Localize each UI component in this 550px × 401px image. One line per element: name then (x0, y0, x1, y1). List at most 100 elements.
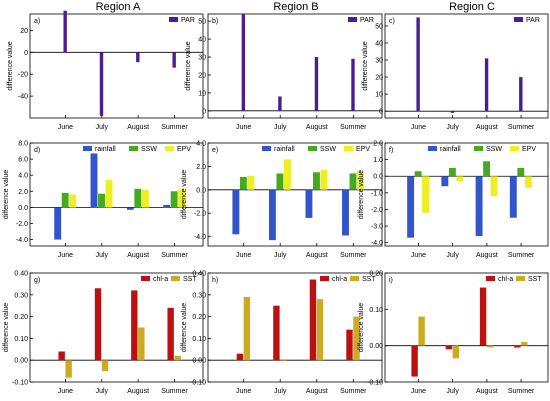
y-axis-label: difference value (362, 41, 369, 90)
category-label: August (476, 252, 498, 259)
chart-panel-f: 2.0 1.0 0.0 -1.0 -2.0 -3.0 -4.0 difference valu… (358, 141, 549, 259)
bar-EPV-Summer (178, 189, 186, 208)
bar-SSW-Summer (170, 191, 178, 208)
bar-rainfall-August (475, 176, 483, 237)
plot-frame (207, 13, 383, 119)
bar-SST-August (316, 299, 324, 361)
bar-SSW-August (313, 172, 320, 190)
bar-SST-Summer (353, 316, 360, 361)
legend-label: SSW (141, 146, 157, 153)
y-tick-label: -20 (18, 72, 28, 79)
y-tick-label: 0.20 (14, 314, 28, 321)
y-tick-label: 2.0 (373, 141, 383, 148)
bar-PAR-June (63, 10, 67, 53)
plot-frame (29, 272, 204, 383)
chart-panel-b: 50 40 30 20 10 0 difference value b) June July Aug… (185, 13, 383, 131)
y-tick-label: 0.0 (373, 174, 383, 181)
y-tick-label: 8.0 (18, 141, 28, 148)
y-tick-label: 50 (375, 23, 383, 30)
category-label: August (306, 124, 328, 131)
panel-label: i) (389, 277, 393, 284)
chart-panel-a: 20 0 -20 -40 difference value a) June July Augus… (7, 10, 204, 131)
legend-label: chl-a (498, 276, 513, 283)
bar-rainfall-July (441, 176, 449, 187)
bar-EPV-July (456, 176, 464, 182)
y-tick-label: 2.0 (18, 189, 28, 196)
bar-EPV-June (422, 176, 430, 213)
y-tick-label: 20 (20, 28, 28, 35)
y-tick-label: -2.0 (371, 207, 383, 214)
y-tick-label: 0 (24, 50, 28, 57)
category-label: Summer (340, 252, 367, 259)
y-axis-label: difference value (358, 303, 365, 352)
bar-EPV-June (247, 175, 255, 190)
bar-rainfall-July (90, 153, 98, 208)
bar-rainfall-August (305, 189, 313, 218)
bar-SST-Summer (521, 342, 528, 346)
panels: 20 0 -20 -40 difference value a) June July Augus… (3, 10, 549, 395)
y-tick-label: 0.30 (192, 292, 206, 299)
y-tick-label: 0 (379, 109, 383, 116)
legend-swatch (486, 276, 495, 281)
bar-SSW-June (61, 192, 69, 208)
legend-label: rainfall (95, 146, 116, 153)
category-label: August (127, 124, 149, 131)
bar-rainfall-June (54, 207, 62, 240)
bar-SST-July (280, 360, 287, 361)
category-label: August (306, 388, 328, 395)
legend-label: EPV (522, 146, 536, 153)
bar-SSW-July (448, 167, 456, 177)
category-label: August (127, 388, 149, 395)
bar-EPV-August (490, 176, 498, 197)
legend-label: rainfall (440, 146, 461, 153)
category-label: July (96, 124, 109, 131)
legend-label: SSW (486, 146, 502, 153)
category-label: Summer (508, 252, 535, 259)
category-label: June (58, 124, 73, 131)
y-axis-label: difference value (181, 170, 188, 219)
bar-chl-a-June (236, 353, 244, 361)
legend-label: PAR (526, 17, 540, 24)
bar-chl-a-August (309, 279, 317, 361)
category-label: June (411, 252, 426, 259)
y-tick-label: 10 (198, 90, 206, 97)
chart-panel-g: 0.40 0.30 0.20 0.10 0.00 -0.10 difference valu… (3, 271, 204, 395)
y-tick-label: -4.0 (194, 234, 206, 241)
y-axis-label: difference value (7, 41, 14, 90)
category-label: July (96, 252, 109, 259)
y-tick-label: -1.0 (371, 190, 383, 197)
legend-swatch (510, 146, 519, 151)
bar-SSW-July (276, 173, 284, 190)
bar-SST-June (243, 296, 251, 361)
panel-label: a) (34, 18, 40, 25)
legend-swatch (344, 146, 353, 151)
bar-SST-June (418, 316, 425, 346)
bar-chl-a-July (273, 305, 280, 361)
legend-swatch (474, 146, 483, 151)
bar-EPV-Summer (524, 176, 532, 188)
category-label: July (446, 124, 459, 131)
bar-PAR-August (484, 58, 489, 112)
y-axis-label: difference value (185, 41, 192, 90)
plot-frame (207, 272, 383, 383)
y-tick-label: 40 (375, 40, 383, 47)
legend-swatch (348, 17, 357, 22)
y-tick-label: 0.40 (14, 271, 28, 278)
legend-swatch (141, 276, 150, 281)
category-label: Summer (161, 388, 188, 395)
chart-panel-c: 50 40 30 20 10 0 difference value c) June July Aug… (362, 13, 549, 131)
bar-rainfall-Summer (342, 189, 349, 236)
legend-swatch (262, 146, 271, 151)
category-label: August (306, 252, 328, 259)
y-tick-label: 50 (198, 19, 206, 26)
bar-rainfall-Summer (163, 204, 171, 208)
panel-label: h) (212, 277, 218, 284)
legend-swatch (165, 146, 174, 151)
category-label: July (446, 388, 459, 395)
category-label: Summer (340, 124, 367, 131)
plot-frame (207, 142, 383, 247)
category-label: July (96, 388, 109, 395)
legend-label: EPV (177, 146, 191, 153)
bar-chl-a-Summer (346, 329, 353, 361)
